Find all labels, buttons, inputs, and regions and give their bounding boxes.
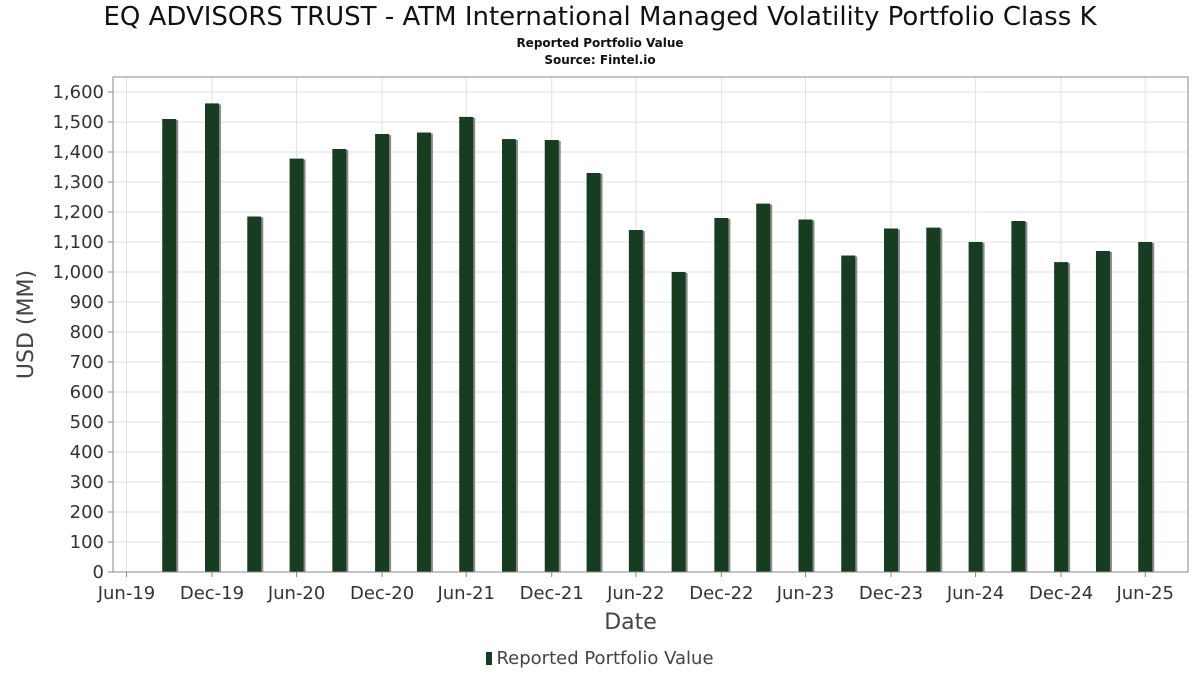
bar-fill — [501, 139, 516, 572]
y-tick-label: 0 — [93, 562, 104, 583]
bar-fill — [798, 219, 813, 572]
bar — [416, 132, 433, 572]
y-tick-label: 1,500 — [52, 112, 104, 133]
bar-fill — [204, 103, 219, 573]
bar — [798, 219, 815, 572]
bar — [586, 173, 603, 572]
chart-subtitle: Reported Portfolio Value — [516, 36, 684, 50]
x-tick-label: Dec-19 — [180, 583, 244, 604]
legend: Reported Portfolio Value — [0, 648, 1200, 669]
bar-fill — [416, 132, 431, 572]
bar — [332, 149, 349, 572]
bar — [926, 227, 943, 572]
y-tick-label: 1,300 — [52, 172, 104, 193]
y-tick-label: 600 — [70, 382, 104, 403]
x-tick-label: Dec-23 — [859, 583, 923, 604]
bar — [1138, 242, 1155, 572]
y-tick-label: 300 — [70, 472, 104, 493]
bar-fill — [544, 140, 559, 572]
bar — [162, 119, 179, 572]
bar-fill — [1011, 221, 1026, 572]
x-tick-label: Jun-20 — [267, 583, 326, 604]
bar-fill — [459, 116, 474, 573]
x-axis: Jun-19 Dec-19 Jun-20 Dec-20 Jun-21 Dec-21 Jun-… — [97, 572, 1174, 604]
bar-fill — [1138, 242, 1153, 572]
bar — [884, 228, 901, 572]
y-tick-label: 800 — [70, 322, 104, 343]
y-tick-label: 1,100 — [52, 232, 104, 253]
bar — [968, 242, 985, 572]
bar-fill — [671, 272, 686, 572]
bar — [204, 103, 221, 573]
bar-fill — [756, 203, 771, 572]
y-axis: 0 100 200 300 400 500 600 700 800 900 1,000 1,100 1,… — [52, 82, 113, 583]
x-tick-label: Jun-24 — [946, 583, 1005, 604]
bar-fill — [586, 173, 601, 572]
y-tick-label: 400 — [70, 442, 104, 463]
x-axis-label: Date — [604, 610, 657, 635]
x-tick-label: Dec-21 — [520, 583, 584, 604]
bar — [375, 134, 392, 572]
bar-fill — [289, 158, 304, 572]
x-tick-label: Jun-21 — [436, 583, 495, 604]
x-tick-label: Dec-24 — [1029, 583, 1093, 604]
y-tick-label: 100 — [70, 532, 104, 553]
bar-fill — [1095, 251, 1110, 572]
bars — [162, 103, 1155, 573]
bar-fill — [375, 134, 390, 572]
bar — [247, 216, 264, 572]
bar — [544, 140, 561, 572]
bar — [841, 255, 858, 572]
plot-frame — [112, 76, 1189, 573]
bar — [671, 272, 688, 572]
x-tick-label: Jun-19 — [97, 583, 156, 604]
bar-fill — [1054, 262, 1069, 572]
bar — [1011, 221, 1028, 572]
bar — [459, 116, 476, 573]
bar — [1095, 251, 1112, 572]
x-tick-label: Jun-22 — [606, 583, 665, 604]
bar-fill — [714, 218, 729, 572]
bar-fill — [628, 230, 643, 572]
bar — [628, 230, 645, 572]
bar-fill — [968, 242, 983, 572]
bar-fill — [884, 228, 899, 572]
x-tick-label: Dec-22 — [689, 583, 753, 604]
y-tick-label: 200 — [70, 502, 104, 523]
chart-source: Source: Fintel.io — [544, 53, 656, 67]
y-tick-label: 1,600 — [52, 82, 104, 103]
y-tick-label: 1,400 — [52, 142, 104, 163]
bar — [501, 139, 518, 572]
y-tick-label: 700 — [70, 352, 104, 373]
bar — [714, 218, 731, 572]
bar-fill — [332, 149, 347, 572]
x-tick-label: Jun-23 — [776, 583, 835, 604]
y-axis-label: USD (MM) — [14, 270, 39, 379]
chart-title: EQ ADVISORS TRUST - ATM International Ma… — [103, 2, 1097, 32]
bar-fill — [162, 119, 177, 572]
legend-label: Reported Portfolio Value — [496, 648, 714, 669]
bar — [1054, 262, 1071, 572]
y-tick-label: 900 — [70, 292, 104, 313]
x-tick-label: Dec-20 — [350, 583, 414, 604]
bar-fill — [247, 216, 262, 572]
legend-swatch — [486, 652, 493, 665]
y-tick-label: 1,000 — [52, 262, 104, 283]
y-tick-label: 500 — [70, 412, 104, 433]
bar-fill — [926, 227, 941, 572]
bar — [756, 203, 773, 572]
x-tick-label: Jun-25 — [1115, 583, 1174, 604]
bar — [289, 158, 306, 572]
bar-fill — [841, 255, 856, 572]
y-tick-label: 1,200 — [52, 202, 104, 223]
